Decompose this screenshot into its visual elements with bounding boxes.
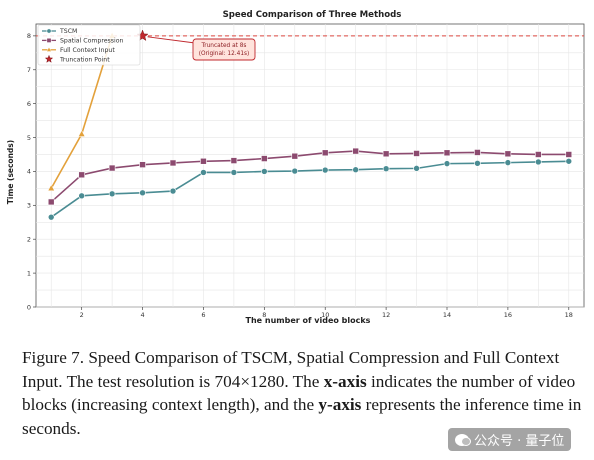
legend-label: Full Context Input bbox=[60, 47, 115, 54]
y-tick-label: 8 bbox=[27, 32, 31, 40]
y-tick-label: 1 bbox=[27, 269, 31, 277]
data-point bbox=[230, 169, 238, 176]
y-tick-label: 7 bbox=[27, 66, 31, 74]
legend-item: Spatial Compression bbox=[42, 38, 123, 45]
caption-x-axis: x-axis bbox=[323, 371, 367, 391]
y-axis-label: Time (seconds) bbox=[6, 140, 15, 204]
y-ticks: 0 1 2 3 4 5 6 7 8 bbox=[27, 32, 36, 311]
data-point bbox=[321, 166, 329, 174]
data-point bbox=[78, 171, 85, 179]
data-point bbox=[46, 28, 52, 34]
legend: TSCM Spatial Compression Full Context Inpu… bbox=[37, 24, 141, 66]
legend-item: Truncation Point bbox=[44, 54, 110, 63]
data-point bbox=[169, 159, 177, 167]
speed-chart: Speed Comparison of Three Methods 2 4 6 8 10… bbox=[6, 10, 585, 325]
legend-item: Full Context Input bbox=[42, 46, 115, 54]
annotation-text: Truncated at 8s bbox=[201, 43, 247, 49]
data-point bbox=[352, 166, 359, 174]
x-tick-label: 12 bbox=[382, 311, 390, 319]
y-tick-label: 5 bbox=[27, 134, 31, 142]
legend-label: TSCM bbox=[59, 28, 77, 35]
x-axis-label: The number of video blocks bbox=[246, 316, 371, 325]
data-point bbox=[261, 155, 268, 162]
data-point bbox=[139, 161, 146, 168]
series-layer bbox=[47, 29, 573, 221]
wechat-icon bbox=[455, 433, 471, 446]
data-point bbox=[46, 46, 52, 52]
y-tick-label: 6 bbox=[27, 100, 31, 108]
x-tick-label: 6 bbox=[201, 311, 205, 319]
data-point bbox=[504, 159, 512, 166]
data-point bbox=[47, 213, 55, 221]
figure-caption: Figure 7. Speed Comparison of TSCM, Spat… bbox=[22, 346, 582, 440]
data-point bbox=[230, 157, 238, 164]
x-tick-label: 14 bbox=[443, 311, 451, 319]
data-point bbox=[78, 192, 85, 200]
legend-label: Spatial Compression bbox=[60, 38, 123, 45]
data-point bbox=[200, 169, 207, 176]
x-tick-label: 16 bbox=[504, 311, 512, 319]
x-tick-label: 10 bbox=[321, 311, 329, 319]
caption-y-axis: y-axis bbox=[318, 395, 362, 414]
series-spatial-compression bbox=[47, 147, 573, 206]
data-point bbox=[565, 151, 573, 158]
x-ticks: 2 4 6 8 10 12 14 16 18 bbox=[80, 307, 573, 319]
data-point bbox=[474, 159, 481, 167]
data-point bbox=[291, 152, 299, 160]
y-tick-label: 4 bbox=[27, 168, 31, 176]
annotation-arrow bbox=[147, 36, 196, 44]
truncation-star bbox=[44, 54, 54, 63]
data-point bbox=[139, 189, 146, 197]
data-point bbox=[382, 150, 390, 158]
data-point bbox=[108, 190, 116, 198]
caption-text-1: Figure 7. Speed Comparison of TSCM, Spat… bbox=[22, 348, 560, 391]
data-point bbox=[47, 184, 55, 192]
annotation-box bbox=[192, 38, 256, 61]
caption-text-3: represents the inference time in seconds… bbox=[22, 395, 582, 438]
series-tscm bbox=[47, 157, 573, 221]
data-point bbox=[382, 165, 390, 173]
legend-item: TSCM bbox=[42, 28, 77, 35]
data-point bbox=[413, 165, 420, 172]
chart-title: Speed Comparison of Three Methods bbox=[223, 10, 402, 20]
x-tick-label: 2 bbox=[80, 311, 84, 319]
data-point bbox=[443, 149, 451, 157]
data-point bbox=[352, 147, 359, 155]
data-point bbox=[47, 198, 55, 206]
data-point bbox=[535, 158, 542, 166]
data-point bbox=[535, 151, 542, 158]
x-tick-label: 8 bbox=[262, 311, 266, 319]
annotation: Truncated at 8s (Original: 12.41s) bbox=[147, 36, 256, 61]
x-tick-label: 18 bbox=[565, 311, 573, 319]
data-point bbox=[261, 168, 268, 175]
legend-label: Truncation Point bbox=[59, 56, 110, 63]
series-line bbox=[50, 150, 569, 203]
watermark: 公众号 · 量子位 bbox=[448, 428, 572, 451]
y-tick-label: 3 bbox=[27, 202, 31, 210]
y-tick-label: 2 bbox=[27, 236, 31, 244]
data-point bbox=[200, 157, 207, 165]
data-point bbox=[169, 187, 177, 195]
plot-area bbox=[35, 23, 585, 308]
data-point bbox=[474, 149, 481, 156]
caption-text-2: indicates the number of video blocks (in… bbox=[22, 371, 576, 415]
data-point bbox=[443, 160, 451, 167]
data-point bbox=[504, 150, 512, 158]
series-line bbox=[50, 160, 569, 218]
annotation-text: (Original: 12.41s) bbox=[199, 51, 250, 57]
legend-box bbox=[37, 24, 141, 66]
data-point bbox=[77, 130, 86, 137]
data-point bbox=[291, 167, 299, 175]
y-tick-label: 0 bbox=[27, 303, 31, 311]
data-point bbox=[321, 149, 329, 157]
x-tick-label: 4 bbox=[140, 311, 144, 319]
data-point bbox=[108, 164, 116, 172]
data-point bbox=[46, 37, 52, 43]
watermark-text: 公众号 · 量子位 bbox=[474, 434, 565, 449]
data-point bbox=[413, 150, 420, 157]
data-point bbox=[565, 157, 573, 165]
